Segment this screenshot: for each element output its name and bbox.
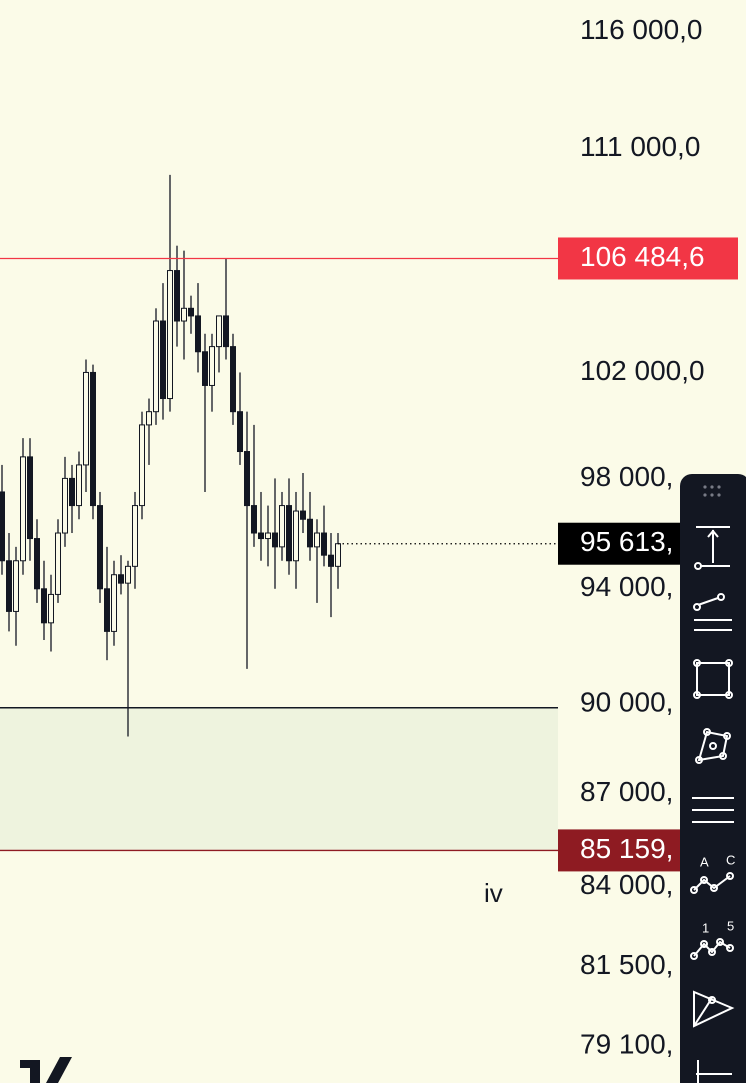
candle-body xyxy=(139,424,145,507)
y-tick-label: 111 000,0 xyxy=(580,131,700,162)
price-label: 106 484,6 xyxy=(580,241,705,272)
candle-body xyxy=(6,560,12,612)
tradingview-logo xyxy=(20,1057,72,1083)
tool-label: A xyxy=(700,854,709,869)
tool-rectangle[interactable] xyxy=(693,659,733,699)
price-label-box xyxy=(558,237,738,280)
candle-body xyxy=(118,574,124,584)
y-tick-label: 98 000, xyxy=(580,461,673,492)
candle-body xyxy=(195,315,201,353)
candle-body xyxy=(146,411,152,426)
tool-label: 5 xyxy=(727,918,734,933)
candle-body xyxy=(230,346,236,413)
candle-body xyxy=(216,315,222,348)
y-tick-label: 79 100, xyxy=(580,1028,673,1059)
candle-body xyxy=(174,270,180,322)
candle-body xyxy=(62,477,68,534)
candle-body xyxy=(223,315,229,348)
candle-body xyxy=(153,320,159,413)
candle-body xyxy=(27,456,33,540)
y-tick-label: 102 000,0 xyxy=(580,355,705,386)
tool-label: C xyxy=(726,852,735,867)
tool-abcd[interactable] xyxy=(690,872,734,894)
candle-body xyxy=(209,346,215,386)
tool-label: 1 xyxy=(702,920,709,935)
tool-pattern[interactable] xyxy=(695,728,731,764)
candle-body xyxy=(104,588,110,632)
candle-body xyxy=(314,532,320,548)
candle-body xyxy=(181,307,187,322)
candle-body xyxy=(300,510,306,520)
candle-body xyxy=(286,505,292,562)
candle-body xyxy=(258,532,264,540)
y-tick-label: 94 000, xyxy=(580,571,673,602)
candle-body xyxy=(83,371,89,466)
price-label: 95 613, xyxy=(580,526,673,557)
candle-body xyxy=(0,491,5,562)
candle-body xyxy=(167,270,173,400)
y-tick-label: 116 000,0 xyxy=(580,14,703,45)
y-tick-label: 81 500, xyxy=(580,949,673,980)
tool-fib[interactable] xyxy=(692,797,734,823)
candle-body xyxy=(76,464,82,507)
y-tick-label: 90 000, xyxy=(580,686,673,717)
tool-elliott[interactable] xyxy=(690,938,734,960)
candle-body xyxy=(34,538,40,590)
price-label: 85 159, xyxy=(580,833,673,864)
candle-body xyxy=(202,351,208,386)
y-tick-label: 87 000, xyxy=(580,776,673,807)
candle-body xyxy=(125,565,131,584)
candle-body xyxy=(132,505,138,567)
candle-body xyxy=(279,505,285,548)
candle-body xyxy=(335,543,341,567)
candle-body xyxy=(48,593,54,624)
candle-body xyxy=(13,560,19,612)
tool-projection[interactable] xyxy=(696,1060,732,1083)
candle-body xyxy=(20,456,26,562)
candle-body xyxy=(251,505,257,534)
plot-area xyxy=(0,174,558,852)
candle-body xyxy=(272,532,278,548)
drawing-toolbar: A C 1 5 xyxy=(680,474,746,1083)
candle-body xyxy=(69,477,75,507)
annotation: iv xyxy=(484,878,503,908)
candle-body xyxy=(244,451,250,507)
candle-body xyxy=(188,307,194,317)
candle-body xyxy=(160,320,166,400)
candle-body xyxy=(328,554,334,567)
tool-triangle[interactable] xyxy=(693,990,735,1028)
y-tick-label: 84 000, xyxy=(580,869,673,900)
candle-body xyxy=(55,532,61,595)
candle-body xyxy=(90,371,96,507)
candle-body xyxy=(321,532,327,556)
candle-body xyxy=(293,510,299,562)
toolbar-grip xyxy=(703,485,721,497)
candle-body xyxy=(97,505,103,590)
candle-body xyxy=(111,574,117,632)
candle-body xyxy=(41,588,47,624)
candle-body xyxy=(307,518,313,548)
candle-body xyxy=(237,411,243,453)
toolbar-panel xyxy=(680,474,746,1083)
zone xyxy=(0,707,558,851)
candle-body xyxy=(265,532,271,540)
tool-price-range[interactable] xyxy=(694,526,730,570)
tool-trend-channel[interactable] xyxy=(693,593,732,631)
